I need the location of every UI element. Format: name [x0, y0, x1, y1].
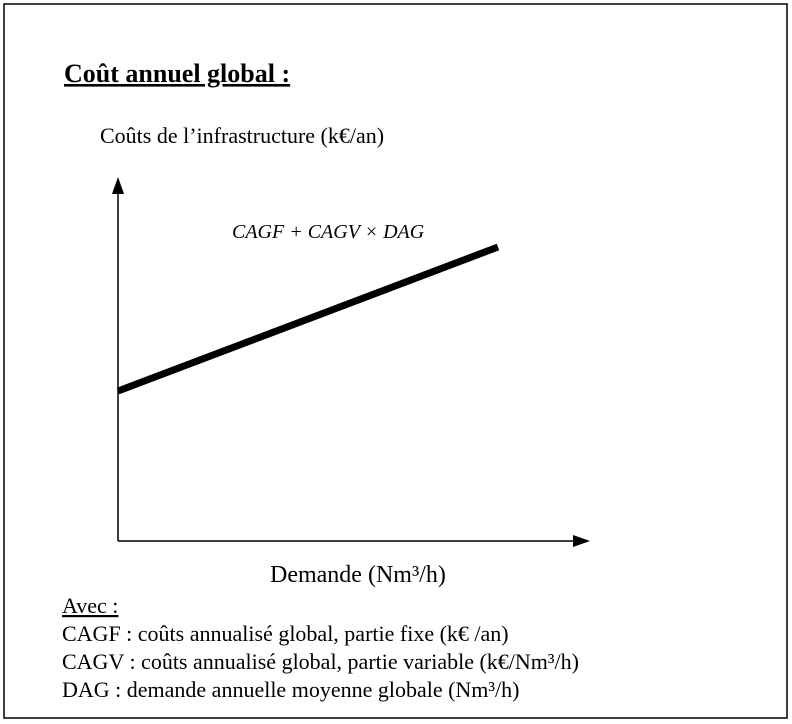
- x-axis-label: Demande (Nm³/h): [270, 562, 446, 588]
- legend-item: CAGF : coûts annualisé global, partie fi…: [62, 621, 509, 646]
- legend-heading: Avec :: [62, 593, 118, 618]
- x-arrow: [573, 535, 590, 547]
- y-axis-label: Coûts de l’infrastructure (k€/an): [100, 123, 384, 148]
- legend-item: CAGV : coûts annualisé global, partie va…: [62, 649, 579, 674]
- legend-item: DAG : demande annuelle moyenne globale (…: [62, 677, 519, 702]
- y-arrow: [112, 177, 124, 194]
- title: Coût annuel global :: [64, 59, 290, 88]
- cost-line: [116, 243, 500, 395]
- frame: [3, 3, 788, 719]
- formula: CAGF + CAGV × DAG: [232, 221, 425, 243]
